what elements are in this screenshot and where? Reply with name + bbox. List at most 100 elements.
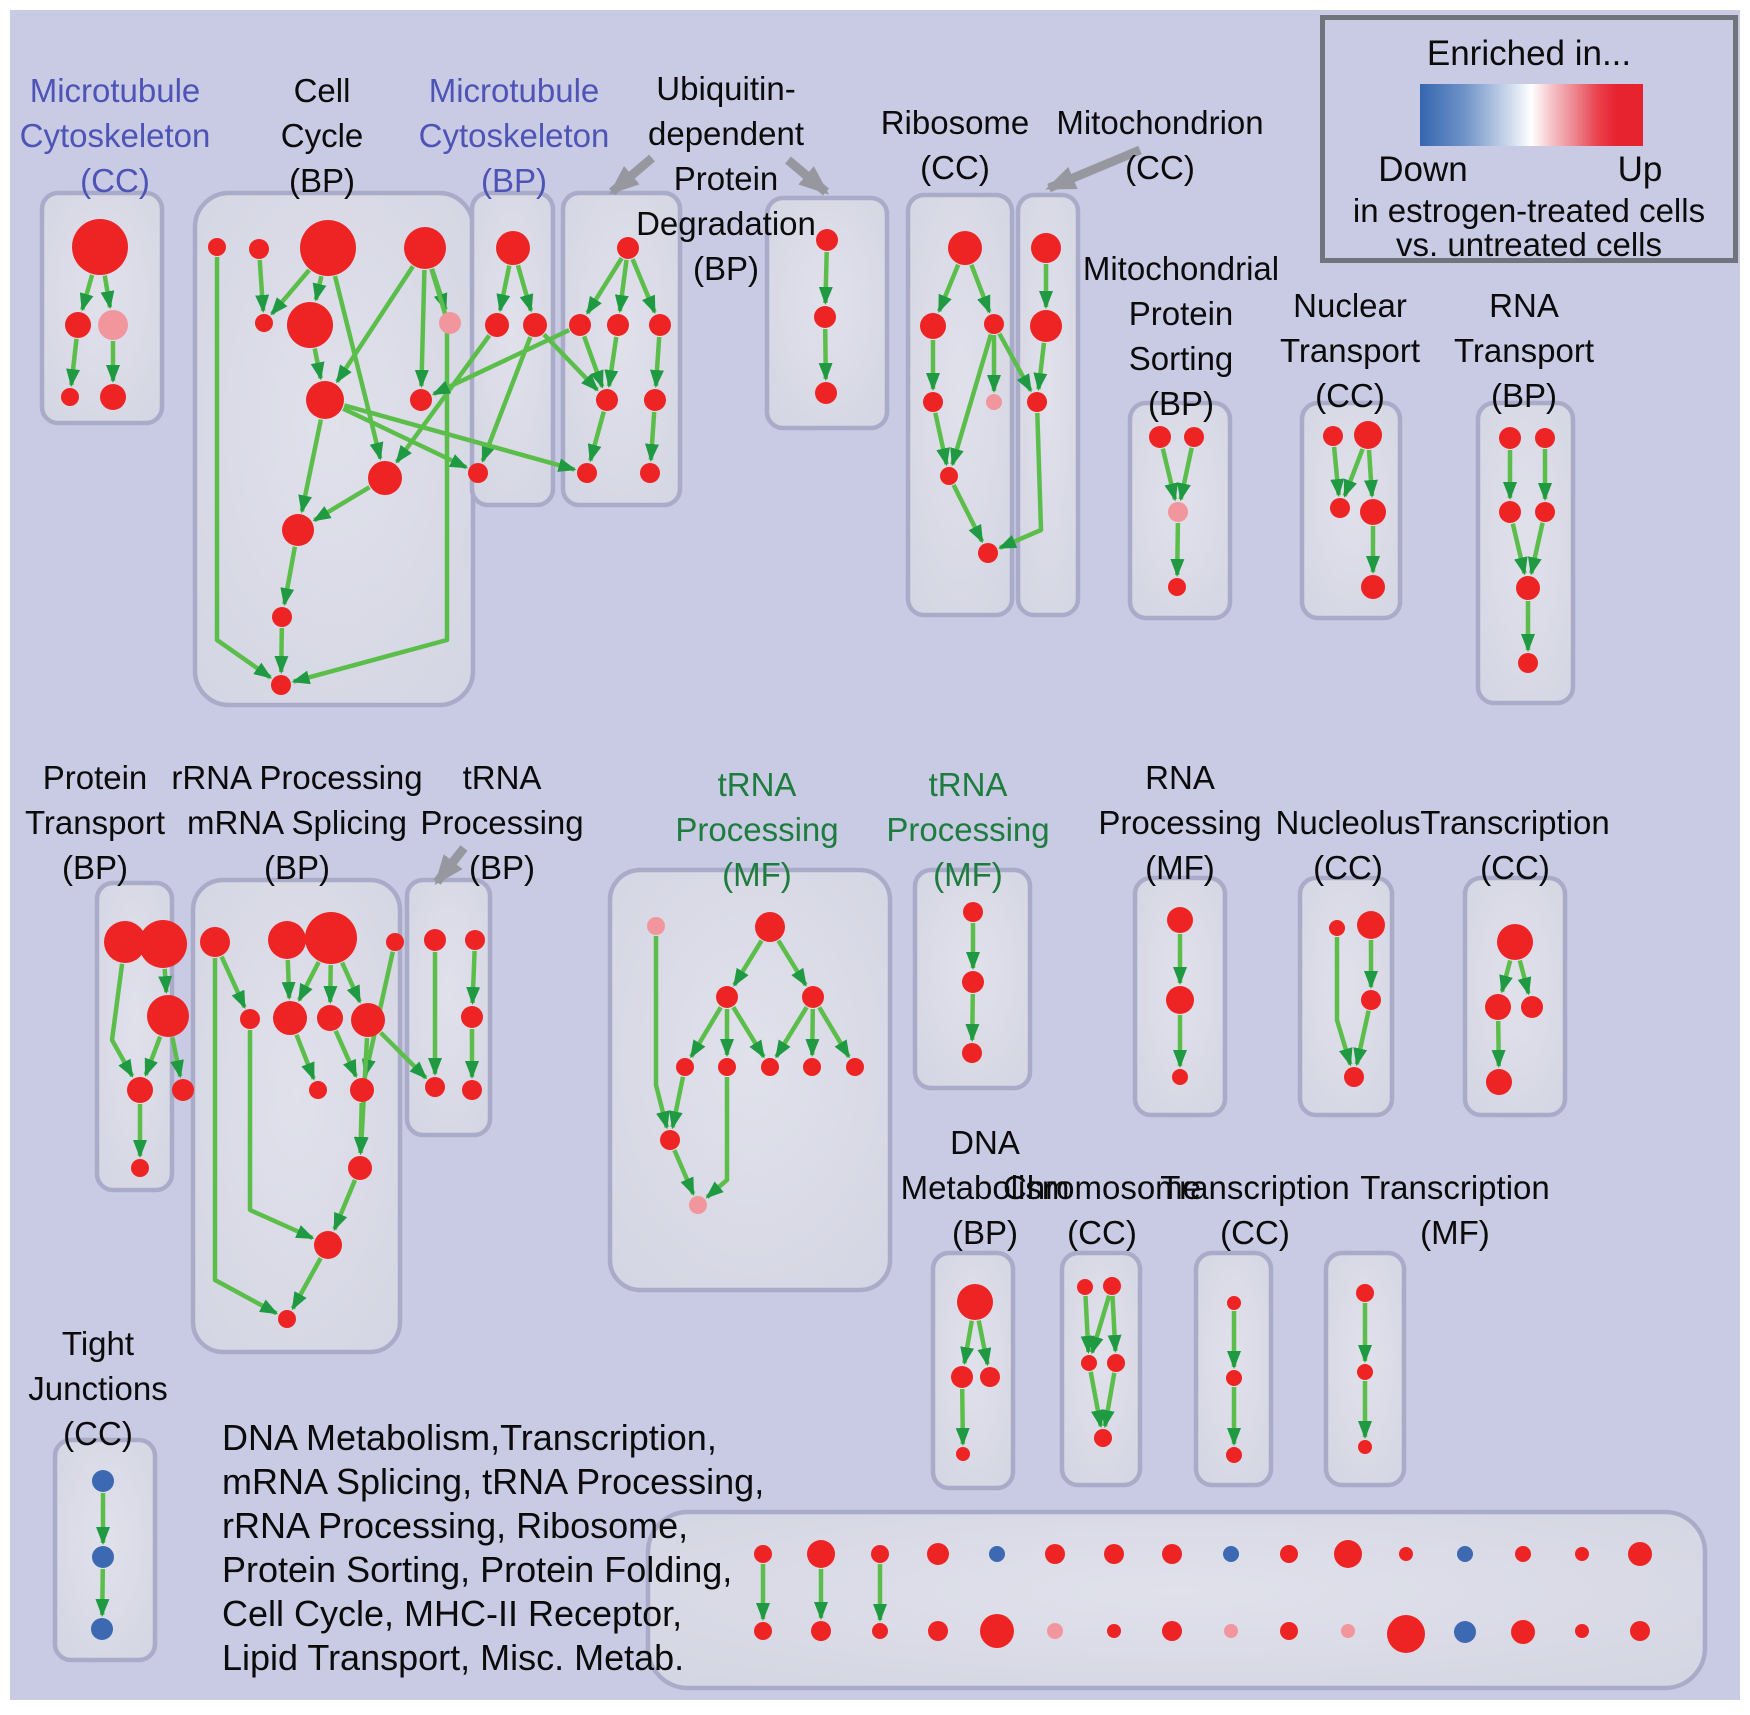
edge (805, 1008, 820, 1057)
edge (969, 263, 992, 314)
edge (281, 959, 296, 1000)
edge (998, 412, 1044, 550)
go-term-node-red (272, 607, 292, 627)
go-term-node-red (424, 929, 446, 951)
go-term-node-red (1330, 498, 1350, 518)
go-term-node-red (1104, 1544, 1124, 1564)
callout-arrow-icon (608, 154, 655, 196)
go-term-node-red (1361, 990, 1381, 1010)
edge (649, 336, 664, 388)
go-term-node-red (1357, 911, 1385, 939)
edge (774, 1006, 809, 1059)
go-term-node-red (348, 1156, 372, 1180)
go-term-node-red (872, 1623, 888, 1639)
legend-caption-line1: in estrogen-treated cells (1352, 192, 1706, 229)
edge (817, 1006, 851, 1059)
go-term-node-red (1511, 1620, 1535, 1644)
go-term-node-red (496, 231, 530, 265)
edge (1342, 448, 1365, 498)
go-term-node-red (1226, 1370, 1242, 1386)
go-term-node-red (923, 392, 943, 412)
go-term-node-red (802, 986, 824, 1008)
go-term-node-red (61, 388, 79, 406)
edge (95, 1568, 110, 1617)
edge (291, 268, 450, 685)
edge (976, 1320, 992, 1367)
go-term-node-red (1344, 1067, 1364, 1087)
go-term-node-red (240, 1009, 260, 1029)
go-term-node-pink (647, 917, 665, 935)
legend-down-label: Down (1378, 150, 1468, 189)
go-term-node-red (948, 231, 982, 265)
misc-cluster-annotation: DNA Metabolism,Transcription, mRNA Splic… (222, 1416, 764, 1680)
edge (343, 403, 577, 472)
go-term-node-red (1387, 1615, 1425, 1653)
go-term-node-red (1227, 1296, 1241, 1310)
edge (1330, 446, 1345, 498)
edge (933, 412, 950, 467)
go-term-node-red (1030, 310, 1062, 342)
go-term-node-red (172, 1079, 194, 1101)
go-term-node-red (305, 912, 357, 964)
go-term-node-red (1399, 1547, 1413, 1561)
go-term-node-red (811, 1621, 831, 1641)
edge (1510, 523, 1528, 576)
go-term-node-red (1516, 576, 1540, 600)
go-term-node-red (718, 1058, 736, 1076)
go-term-node-red (644, 389, 666, 411)
go-term-node-red (1575, 1547, 1589, 1561)
go-term-node-pink (689, 1196, 707, 1214)
edge (332, 275, 384, 461)
go-term-node-blue (1457, 1546, 1473, 1562)
edge (1334, 937, 1353, 1067)
edge (340, 961, 362, 1004)
edge (214, 257, 273, 680)
edge (255, 259, 270, 313)
go-term-node-red (815, 382, 837, 404)
go-term-node-red (1031, 233, 1061, 263)
go-term-node-red (596, 389, 618, 411)
go-term-node-red (1628, 1542, 1652, 1566)
go-term-node-red (287, 302, 333, 348)
go-term-node-red (1356, 1284, 1374, 1302)
go-term-node-red (65, 312, 91, 338)
box-transcription-cc-row3 (1193, 1250, 1274, 1488)
box-transcription-cc-row2 (1462, 875, 1568, 1118)
misc-note-line: Protein Sorting, Protein Folding, (222, 1549, 733, 1590)
go-term-node-red (1077, 1279, 1093, 1295)
go-term-node-blue (1223, 1546, 1239, 1562)
go-term-node-red (1360, 499, 1386, 525)
go-term-node-red (640, 463, 660, 483)
box-chromosome (1059, 1250, 1143, 1488)
edge (290, 1257, 323, 1311)
callout-arrow-icon (1045, 145, 1142, 193)
go-term-node-red (1499, 427, 1521, 449)
go-term-node-red (127, 1077, 153, 1103)
edge (342, 406, 469, 470)
go-term-node-red (1168, 578, 1186, 596)
go-term-node-red (1280, 1622, 1298, 1640)
go-term-node-red (1226, 1447, 1242, 1463)
edge (818, 251, 833, 305)
go-term-node-red (940, 467, 958, 485)
edge (109, 963, 135, 1078)
go-term-node-red (1103, 1277, 1121, 1295)
go-term-node-red (1329, 920, 1345, 936)
go-term-node-red (523, 313, 547, 337)
go-term-node-red (404, 227, 446, 269)
go-term-node-red (1515, 1546, 1531, 1562)
edge (333, 1029, 358, 1079)
go-term-node-red (871, 1545, 889, 1563)
go-term-node-red (278, 1310, 296, 1328)
edge (581, 335, 605, 389)
edge (170, 1037, 184, 1079)
go-term-node-red (1521, 996, 1543, 1018)
edge (668, 1076, 686, 1130)
go-term-node-blue (1454, 1621, 1476, 1643)
edge (587, 411, 606, 463)
edge (585, 257, 624, 315)
edge (705, 1077, 730, 1199)
go-term-node-red (716, 986, 738, 1008)
go-term-node-red (147, 995, 189, 1037)
nodes-layer (61, 219, 1652, 1653)
